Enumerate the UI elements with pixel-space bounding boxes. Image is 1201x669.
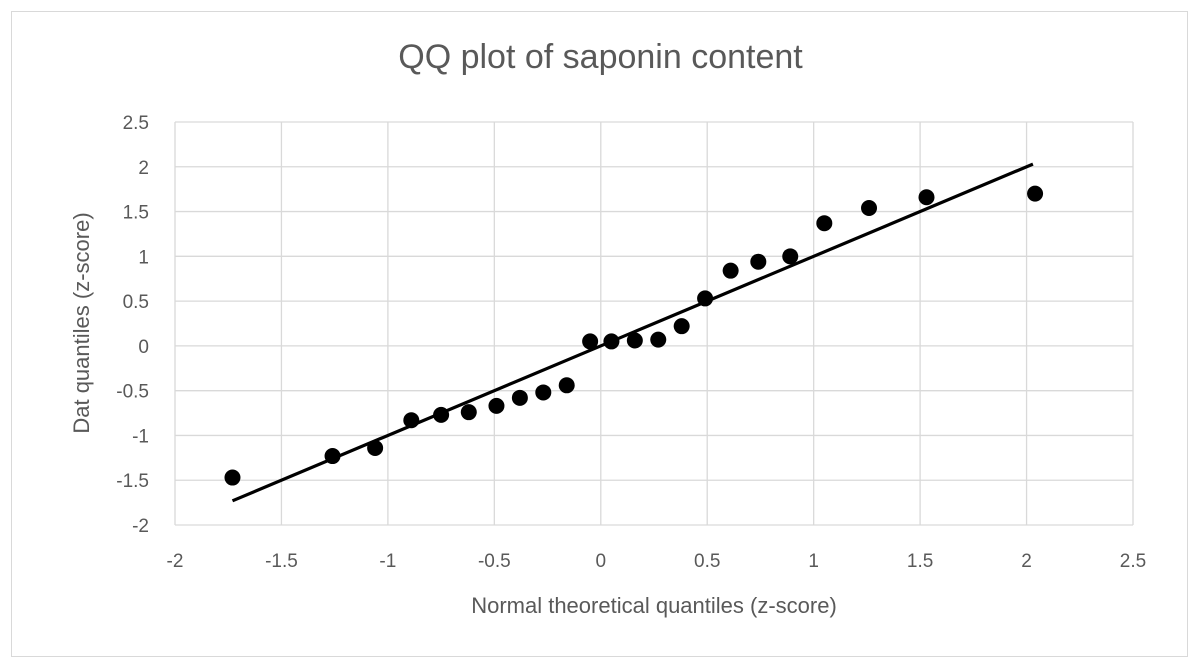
data-point [535,384,552,401]
y-tick-label: 1.5 [123,203,149,224]
data-point [626,332,643,349]
x-tick-label: -2 [167,551,184,572]
data-point [433,406,450,423]
y-tick-label: 1 [138,247,149,268]
chart-frame [11,11,1188,657]
x-tick-label: -1 [379,551,396,572]
y-tick-label: 0 [138,337,149,358]
x-tick-label: 1.5 [907,551,933,572]
x-tick-label: 1 [808,551,819,572]
reference-line [231,162,1034,503]
y-tick-label: 2.5 [123,113,149,134]
data-point [403,412,420,429]
x-tick-label: 2 [1021,551,1032,572]
data-point [918,189,935,206]
y-tick-label: 2 [138,158,149,179]
data-points [224,185,1044,486]
data-point [603,333,620,350]
data-point [816,215,833,232]
y-tick-labels: -2 -1.5 -1 -0.5 0 0.5 1 1.5 2 2.5 [116,113,149,537]
data-point [460,404,477,421]
x-axis-title: Normal theoretical quantiles (z-score) [471,593,837,618]
data-point [750,253,767,270]
data-point [1027,185,1044,202]
y-tick-label: 0.5 [123,292,149,313]
data-point [558,377,575,394]
x-tick-label: 0.5 [694,551,720,572]
data-point [582,333,599,350]
y-tick-label: -0.5 [116,382,149,403]
y-tick-label: -2 [132,516,149,537]
chart-title: QQ plot of saponin content [398,38,803,76]
x-tick-labels: -2 -1.5 -1 -0.5 0 0.5 1 1.5 2 2.5 [167,551,1147,572]
x-tick-label: -1.5 [265,551,298,572]
data-point [650,331,667,348]
data-point [722,262,739,279]
data-point [782,248,799,265]
x-tick-label: 0 [595,551,606,572]
data-point [367,439,384,456]
y-axis-title: Dat quantiles (z-score) [69,212,94,433]
data-point [861,199,878,216]
data-point [488,397,505,414]
x-tick-label: -0.5 [478,551,511,572]
y-tick-label: -1.5 [116,471,149,492]
y-tick-label: -1 [132,426,149,447]
data-point [673,318,690,335]
data-point [697,290,714,307]
data-point [224,469,241,486]
data-point [324,448,341,465]
x-tick-label: 2.5 [1120,551,1146,572]
reference-line-layer [231,162,1034,503]
data-point [511,389,528,406]
